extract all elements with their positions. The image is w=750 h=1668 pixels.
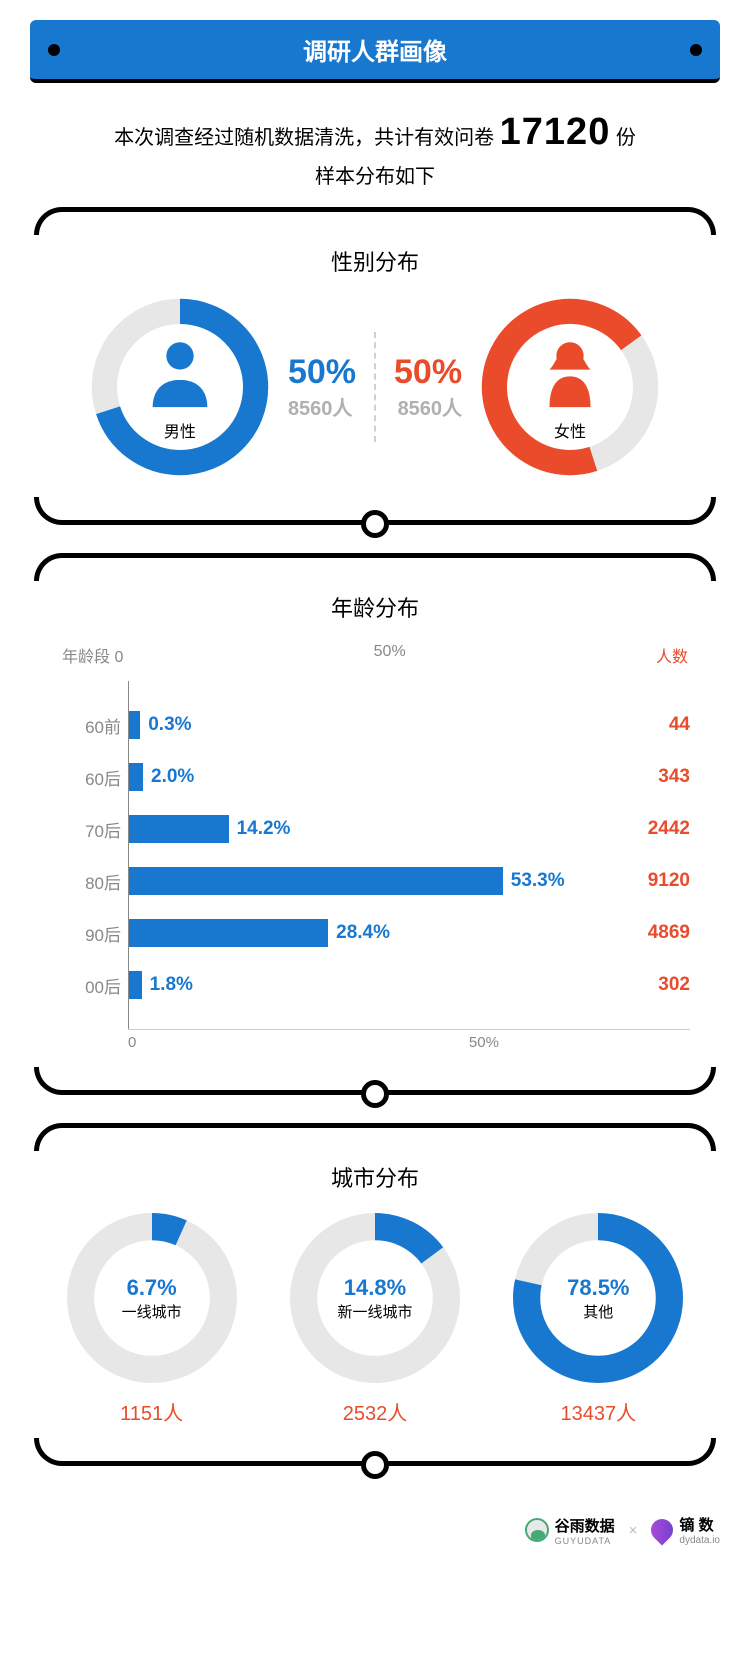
age-axis-label: 年龄段 [62,649,110,666]
age-bar-value: 28.4% [336,922,390,944]
age-bars: 60前0.3%4460后2.0%34370后14.2%244280后53.3%9… [128,681,690,1029]
city-pct: 6.7% [127,1275,177,1301]
age-bar-row: 60前0.3%44 [129,711,690,739]
gender-male-count: 8560人 [288,392,356,421]
intro-line-1: 本次调查经过随机数据清洗，共计有效问卷 17120 份 [30,111,720,154]
section-bracket-top [34,553,716,581]
age-bar [129,867,503,895]
gender-male-donut: 男性 [90,297,270,477]
age-bar-row: 80后53.3%9120 [129,867,690,895]
gender-female-pct: 50% [394,353,462,392]
age-chart: 年龄段 0 50% 人数 60前 0.3% 44 60后 2.0% 343 70后 14.2%… [30,643,720,1067]
city-row: 6.7%一线城市 1151人 14.8%新一线城市 2532人 78.5%其他 13437… [30,1213,720,1438]
age-bar [129,763,143,791]
brand1-sub: GUYUDATA [555,1536,615,1546]
section-bracket-bottom [34,1438,716,1466]
age-bar-value: 2.0% [151,766,194,788]
gender-female-count: 8560人 [394,392,462,421]
city-donut: 14.8%新一线城市 [290,1213,460,1383]
age-category: 60前 [61,713,121,738]
age-bar-count: 343 [658,766,690,788]
city-section-title: 城市分布 [30,1161,720,1193]
footer-separator: × [629,1522,638,1539]
page-title-banner: 调研人群画像 [30,20,720,83]
gender-female-donut: 女性 [480,297,660,477]
age-bar-row: 90后28.4%4869 [129,919,690,947]
male-icon [125,332,235,414]
age-bar-row: 60后2.0%343 [129,763,690,791]
city-count: 2532人 [275,1397,475,1426]
age-bar-row: 70后14.2%2442 [129,815,690,843]
brand-guyudata: 谷雨数据 GUYUDATA [525,1515,615,1546]
age-bar [129,711,140,739]
brand1-name: 谷雨数据 [555,1518,615,1535]
city-label: 一线城市 [122,1301,182,1322]
female-icon [515,332,625,414]
age-category: 70后 [61,817,121,842]
city-label: 其他 [583,1301,613,1322]
gender-row: 男性 50% 8560人 50% 8560人 女性 [30,297,720,497]
gender-male-center: 男性 [125,332,235,442]
footer: 谷雨数据 GUYUDATA × 镝 数 dydata.io [0,1504,750,1562]
city-item: 14.8%新一线城市 2532人 [275,1213,475,1426]
intro-suffix: 份 [616,127,636,149]
section-bracket-top [34,207,716,235]
city-pct: 14.8% [344,1275,406,1301]
section-bracket-bottom [34,1067,716,1095]
section-bracket-bottom [34,497,716,525]
age-bar [129,815,229,843]
dydata-logo-icon [647,1514,678,1545]
age-bar-value: 53.3% [511,870,565,892]
brand2-sub: dydata.io [679,1535,720,1546]
section-bracket-top [34,1123,716,1151]
guyudata-logo-icon [525,1518,549,1542]
age-bar-count: 2442 [648,818,690,840]
age-category: 60后 [61,765,121,790]
gender-female-label: 女性 [554,418,586,442]
age-bar-value: 1.8% [150,974,193,996]
city-item: 78.5%其他 13437人 [498,1213,698,1426]
age-bar-value: 14.2% [237,818,291,840]
age-axis-zero: 0 [114,649,123,666]
age-count-header: 人数 [656,643,688,667]
city-pct: 78.5% [567,1275,629,1301]
gender-female-center: 女性 [515,332,625,442]
city-item: 6.7%一线城市 1151人 [52,1213,252,1426]
page-title: 调研人群画像 [303,39,447,66]
age-category: 80后 [61,869,121,894]
gender-divider [374,332,376,442]
age-category: 00后 [61,973,121,998]
intro-line-2: 样本分布如下 [30,160,720,189]
age-bar-count: 4869 [648,922,690,944]
age-axis-zero-bottom: 0 [128,1034,136,1051]
brand2-name: 镝 数 [679,1517,713,1534]
age-bar [129,971,142,999]
age-bar [129,919,328,947]
gender-male-stats: 50% 8560人 [288,353,356,421]
city-donut: 78.5%其他 [513,1213,683,1383]
gender-female-stats: 50% 8560人 [394,353,462,421]
intro-total: 17120 [500,111,611,153]
age-axis-mid-bottom: 50% [469,1034,499,1051]
city-count: 1151人 [52,1397,252,1426]
brand-dydata: 镝 数 dydata.io [651,1514,720,1546]
age-bar-count: 302 [658,974,690,996]
city-count: 13437人 [498,1397,698,1426]
gender-section-title: 性别分布 [30,245,720,277]
gender-male-label: 男性 [164,418,196,442]
city-label: 新一线城市 [337,1301,412,1322]
age-category: 90后 [61,921,121,946]
age-bar-count: 44 [669,714,690,736]
age-bar-row: 00后1.8%302 [129,971,690,999]
age-bar-count: 9120 [648,870,690,892]
city-donut: 6.7%一线城市 [67,1213,237,1383]
age-section-title: 年龄分布 [30,591,720,623]
age-axis-mid-top: 50% [374,643,406,667]
gender-male-pct: 50% [288,353,356,392]
age-bar-value: 0.3% [148,714,191,736]
intro-prefix: 本次调查经过随机数据清洗，共计有效问卷 [114,127,494,149]
